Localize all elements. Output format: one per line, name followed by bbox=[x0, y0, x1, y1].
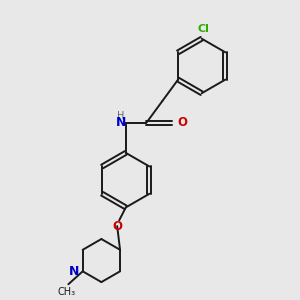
Text: Cl: Cl bbox=[197, 24, 209, 34]
Text: N: N bbox=[69, 265, 79, 278]
Text: CH₃: CH₃ bbox=[58, 286, 76, 296]
Text: H: H bbox=[117, 111, 124, 121]
Text: N: N bbox=[116, 116, 126, 129]
Text: O: O bbox=[178, 116, 188, 129]
Text: O: O bbox=[112, 220, 122, 232]
